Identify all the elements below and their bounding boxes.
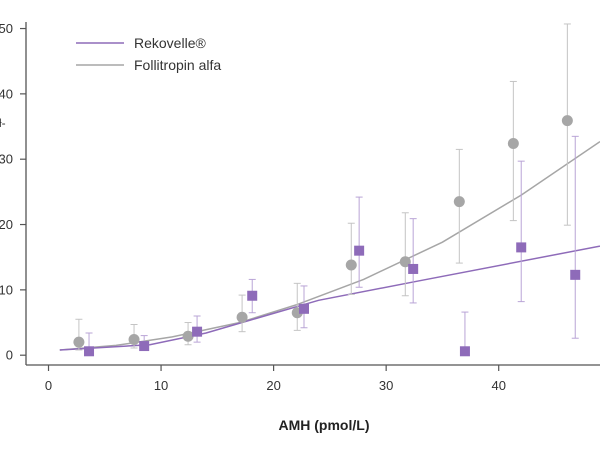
axes: 0 10 20 30 40 0 10 20 30 40 50 [0, 21, 600, 393]
y-tick-label-40: 40 [0, 86, 13, 101]
point-follitropin-alfa-0 [73, 336, 85, 348]
point-follitropin-alfa-2 [182, 330, 194, 342]
y-axis-title-fragment: ƚ- [0, 116, 6, 130]
point-rekovelle-5 [354, 245, 365, 256]
y-tick-label-0: 0 [6, 348, 13, 363]
data-points [73, 115, 581, 357]
point-follitropin-alfa-5 [345, 259, 357, 271]
point-rekovelle-9 [570, 269, 581, 280]
point-follitropin-alfa-3 [236, 311, 248, 323]
x-tick-label-40: 40 [491, 378, 505, 393]
legend: Rekovelle® Follitropin alfa [76, 35, 221, 73]
point-rekovelle-1 [139, 341, 150, 352]
legend-label-follitropin-alfa: Follitropin alfa [134, 57, 221, 73]
error-bars [75, 23, 579, 356]
point-rekovelle-2 [192, 326, 203, 337]
x-tick-label-20: 20 [266, 378, 280, 393]
point-follitropin-alfa-9 [561, 115, 573, 127]
point-rekovelle-4 [298, 303, 309, 314]
point-rekovelle-8 [516, 242, 527, 253]
point-follitropin-alfa-6 [399, 256, 411, 268]
point-follitropin-alfa-7 [453, 196, 465, 208]
x-tick-label-10: 10 [154, 378, 168, 393]
y-tick-label-20: 20 [0, 217, 13, 232]
x-tick-label-0: 0 [45, 378, 52, 393]
y-tick-label-30: 30 [0, 152, 13, 167]
point-follitropin-alfa-8 [507, 138, 519, 150]
y-tick-label-10: 10 [0, 282, 13, 297]
point-rekovelle-3 [247, 290, 258, 301]
trend-line-rekovelle [59, 245, 600, 351]
y-tick-label-50: 50 [0, 21, 13, 36]
x-axis-title: AMH (pmol/L) [279, 417, 370, 433]
point-rekovelle-7 [459, 346, 470, 357]
point-follitropin-alfa-1 [128, 334, 140, 346]
x-tick-label-30: 30 [379, 378, 393, 393]
point-rekovelle-0 [84, 346, 95, 357]
legend-label-rekovelle: Rekovelle® [134, 35, 206, 51]
point-rekovelle-6 [408, 263, 419, 274]
